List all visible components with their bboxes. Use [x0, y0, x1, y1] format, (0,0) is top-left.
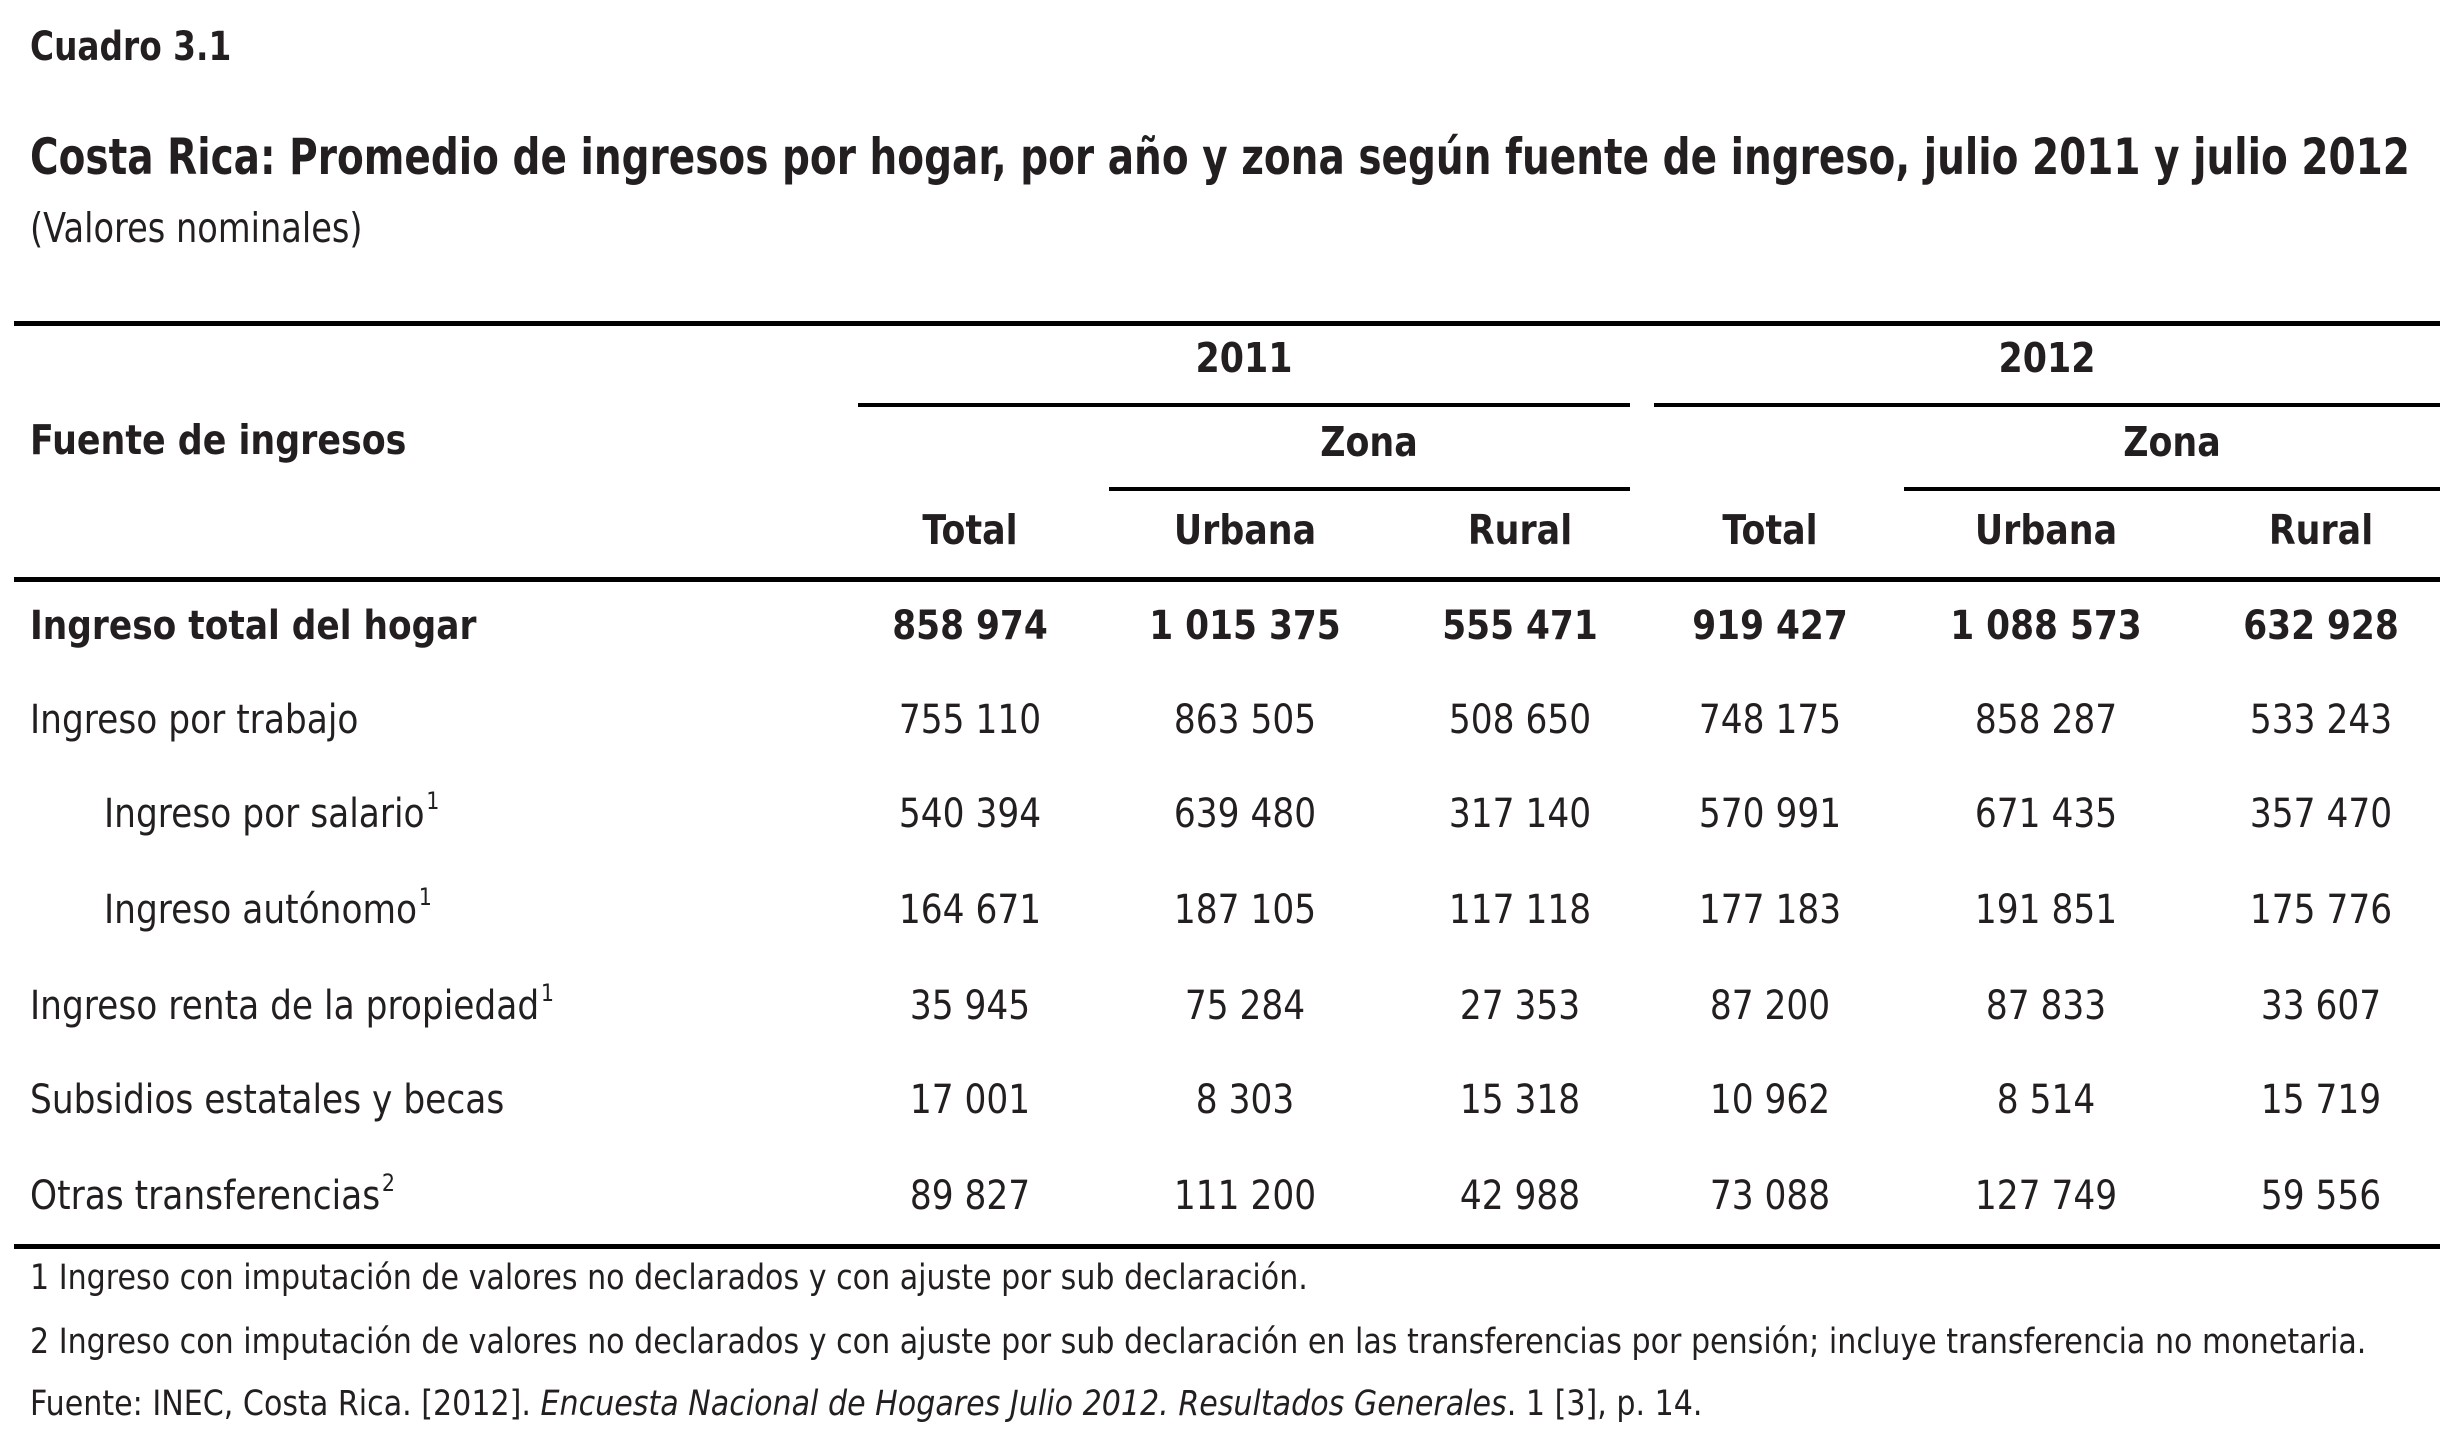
- table-cell: 632 928: [2243, 603, 2399, 649]
- table-cell: 540 394: [898, 791, 1042, 837]
- col-header-rural-2011: Rural: [1467, 506, 1573, 554]
- row-label: Otras transferencias2: [30, 1171, 395, 1219]
- footnote-marker: 1: [418, 883, 432, 911]
- table-label: Cuadro 3.1: [30, 24, 232, 70]
- row-label: Ingreso total del hogar: [30, 603, 476, 649]
- row-label: Subsidios estatales y becas: [30, 1077, 504, 1123]
- table-cell: 87 833: [1985, 983, 2107, 1029]
- rule-under-2011: [858, 403, 1630, 407]
- table-cell: 357 470: [2249, 791, 2393, 837]
- table-cell: 177 183: [1698, 887, 1842, 933]
- row-label-text: Ingreso renta de la propiedad: [30, 983, 540, 1029]
- table-cell: 671 435: [1974, 791, 2118, 837]
- footnote-marker: 2: [381, 1169, 396, 1197]
- row-label: Ingreso autónomo1: [104, 885, 432, 933]
- table-bottom-rule: [14, 1244, 2440, 1249]
- table-cell: 10 962: [1709, 1077, 1831, 1123]
- table-cell: 33 607: [2260, 983, 2382, 1029]
- table-cell: 89 827: [909, 1173, 1031, 1219]
- table-cell: 59 556: [2260, 1173, 2382, 1219]
- row-label-text: Ingreso por trabajo: [30, 697, 359, 743]
- table-cell: 748 175: [1698, 697, 1842, 743]
- table-cell: 639 480: [1173, 791, 1317, 837]
- table-cell: 858 974: [892, 603, 1048, 649]
- col-header-total-2012: Total: [1722, 506, 1818, 554]
- row-label-text: Ingreso autónomo: [104, 887, 418, 933]
- col-header-urbana-2011: Urbana: [1173, 506, 1317, 554]
- table-cell: 191 851: [1974, 887, 2118, 933]
- table-cell: 175 776: [2249, 887, 2393, 933]
- footnote-marker: 1: [426, 787, 440, 815]
- table-cell: 15 318: [1459, 1077, 1581, 1123]
- table-cell: 919 427: [1692, 603, 1848, 649]
- table-top-rule: [14, 321, 2440, 326]
- source-note: Fuente: INEC, Costa Rica. [2012]. Encues…: [30, 1384, 1702, 1424]
- row-label-text: Otras transferencias: [30, 1173, 381, 1219]
- row-label-text: Ingreso por salario: [104, 791, 425, 837]
- col-header-total-2011: Total: [922, 506, 1018, 554]
- table-cell: 863 505: [1173, 697, 1317, 743]
- source-prefix: Fuente: INEC, Costa Rica. [2012].: [30, 1384, 541, 1424]
- table-subtitle: (Valores nominales): [30, 204, 363, 252]
- row-label: Ingreso renta de la propiedad1: [30, 981, 554, 1029]
- header-bottom-rule: [14, 577, 2440, 582]
- col-header-rural-2012: Rural: [2268, 506, 2374, 554]
- rule-under-zona-2012: [1904, 487, 2440, 491]
- table-cell: 755 110: [898, 697, 1042, 743]
- table-cell: 1 088 573: [1950, 603, 2142, 649]
- table-cell: 87 200: [1709, 983, 1831, 1029]
- table-cell: 8 514: [1996, 1077, 2096, 1123]
- table-cell: 17 001: [909, 1077, 1031, 1123]
- table-cell: 111 200: [1173, 1173, 1317, 1219]
- row-label: Ingreso por trabajo: [30, 697, 358, 743]
- row-label: Ingreso por salario1: [104, 789, 439, 837]
- table-cell: 164 671: [898, 887, 1042, 933]
- table-cell: 187 105: [1173, 887, 1317, 933]
- row-header: Fuente de ingresos: [30, 416, 407, 464]
- table-cell: 508 650: [1448, 697, 1592, 743]
- table-cell: 15 719: [2260, 1077, 2382, 1123]
- footnote-1: 1 Ingreso con imputación de valores no d…: [30, 1258, 1308, 1298]
- footnote-marker: 1: [540, 979, 555, 1007]
- year-2011-header: 2011: [1195, 334, 1293, 382]
- footnote-2: 2 Ingreso con imputación de valores no d…: [30, 1322, 2367, 1362]
- table-cell: 570 991: [1698, 791, 1842, 837]
- source-suffix: . 1 [3], p. 14.: [1506, 1384, 1703, 1424]
- row-label-text: Subsidios estatales y becas: [30, 1077, 505, 1123]
- table-cell: 1 015 375: [1149, 603, 1341, 649]
- table-cell: 127 749: [1974, 1173, 2118, 1219]
- table-cell: 73 088: [1709, 1173, 1831, 1219]
- table-title: Costa Rica: Promedio de ingresos por hog…: [30, 128, 2410, 186]
- table-cell: 533 243: [2249, 697, 2393, 743]
- table-cell: 27 353: [1459, 983, 1581, 1029]
- rule-under-2012: [1654, 403, 2440, 407]
- table-cell: 317 140: [1448, 791, 1592, 837]
- rule-under-zona-2011: [1109, 487, 1630, 491]
- table-cell: 35 945: [909, 983, 1031, 1029]
- table-cell: 117 118: [1448, 887, 1592, 933]
- table-cell: 42 988: [1459, 1173, 1581, 1219]
- table-cell: 75 284: [1184, 983, 1306, 1029]
- year-2012-header: 2012: [1998, 334, 2096, 382]
- source-title: Encuesta Nacional de Hogares Julio 2012.…: [540, 1384, 1507, 1424]
- zona-2012-header: Zona: [2123, 418, 2221, 466]
- table-cell: 858 287: [1974, 697, 2118, 743]
- col-header-urbana-2012: Urbana: [1974, 506, 2118, 554]
- zona-2011-header: Zona: [1320, 418, 1418, 466]
- table-cell: 8 303: [1195, 1077, 1295, 1123]
- table-cell: 555 471: [1442, 603, 1598, 649]
- row-label-text: Ingreso total del hogar: [30, 603, 477, 649]
